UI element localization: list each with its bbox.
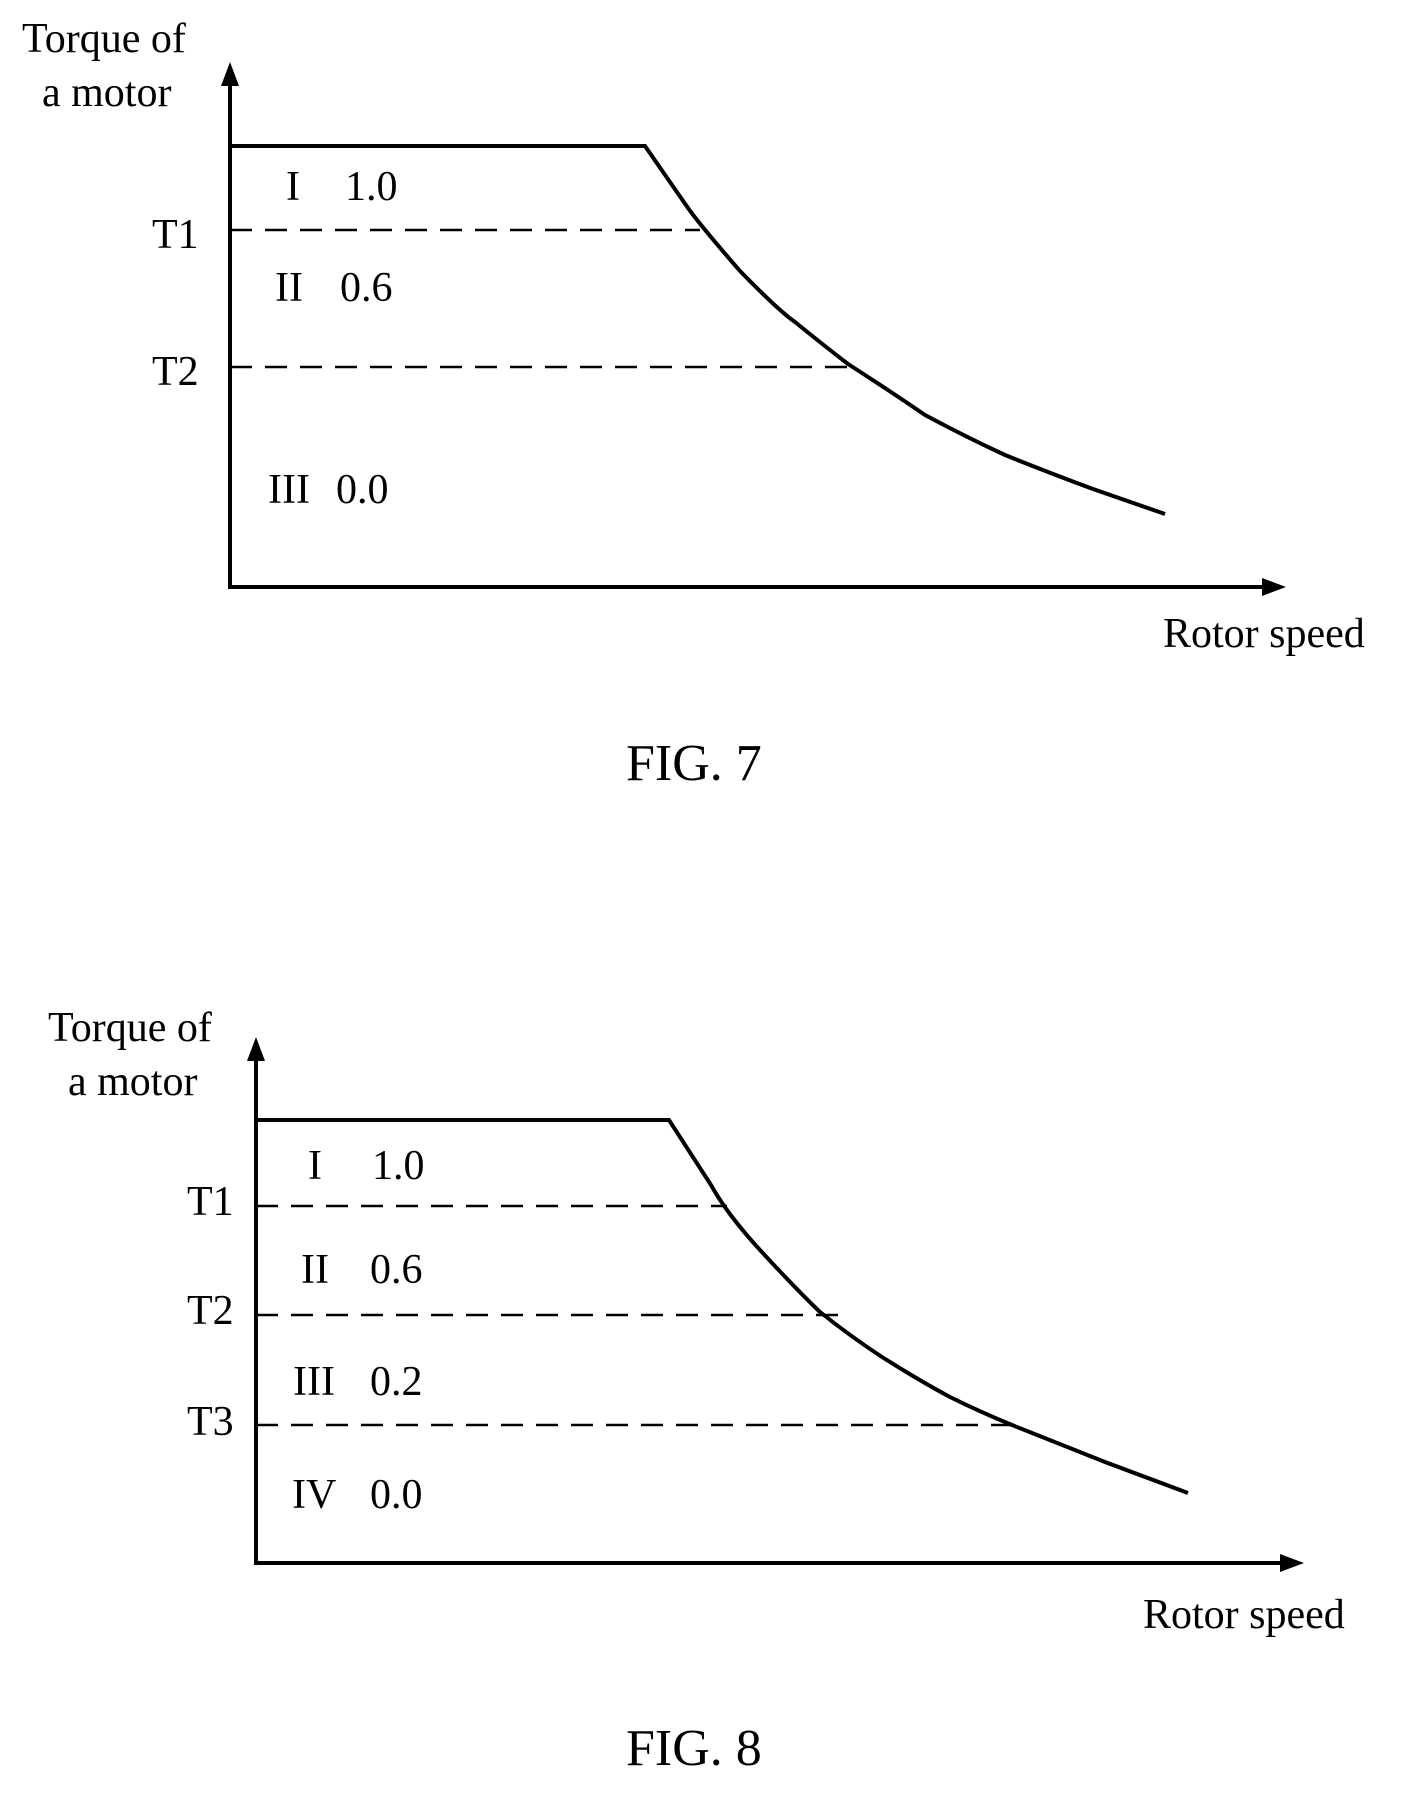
fig8-caption: FIG. 8 xyxy=(626,1720,762,1777)
fig7-region-ii-numeral: II xyxy=(275,265,303,311)
fig7: Torque of a motor Rotor speed T1 T2 I 1.… xyxy=(22,16,1365,792)
fig8-y-axis-label-line1: Torque of xyxy=(48,1005,212,1051)
fig7-torque-curve xyxy=(230,144,1166,516)
fig8: Torque of a motor Rotor speed T1 T2 T3 I… xyxy=(48,1005,1345,1777)
fig7-x-axis-arrow xyxy=(1262,578,1286,596)
fig7-y-axis-arrow xyxy=(221,62,239,86)
fig8-region-ii-value: 0.6 xyxy=(370,1247,423,1293)
fig8-region-iv-numeral: IV xyxy=(292,1472,336,1518)
fig8-y-axis-arrow xyxy=(247,1037,265,1061)
fig8-threshold-label-t1: T1 xyxy=(187,1179,234,1225)
fig8-region-iv-value: 0.0 xyxy=(370,1472,423,1518)
fig8-x-axis-arrow xyxy=(1280,1554,1304,1572)
fig7-region-i-value: 1.0 xyxy=(345,164,398,210)
fig7-region-ii-value: 0.6 xyxy=(340,265,393,311)
fig7-region-iii-numeral: III xyxy=(268,467,310,513)
fig8-region-iii-value: 0.2 xyxy=(370,1359,423,1405)
fig8-threshold-label-t2: T2 xyxy=(187,1288,234,1334)
fig7-threshold-label-t1: T1 xyxy=(152,212,199,258)
fig8-torque-curve xyxy=(256,1118,1189,1495)
fig7-region-iii-value: 0.0 xyxy=(336,467,389,513)
fig8-region-iii-numeral: III xyxy=(293,1359,335,1405)
fig8-y-axis-label-line2: a motor xyxy=(68,1059,197,1105)
fig7-caption: FIG. 7 xyxy=(626,735,762,792)
fig8-region-i-value: 1.0 xyxy=(372,1143,425,1189)
fig7-y-axis-label-line2: a motor xyxy=(42,70,171,116)
fig8-threshold-label-t3: T3 xyxy=(187,1399,234,1445)
fig7-region-i-numeral: I xyxy=(286,164,300,210)
fig8-region-ii-numeral: II xyxy=(301,1247,329,1293)
fig8-region-i-numeral: I xyxy=(308,1143,322,1189)
fig8-x-axis-label: Rotor speed xyxy=(1143,1592,1345,1638)
fig7-threshold-label-t2: T2 xyxy=(152,349,199,395)
fig7-x-axis-label: Rotor speed xyxy=(1163,611,1365,657)
fig7-y-axis-label-line1: Torque of xyxy=(22,16,186,62)
